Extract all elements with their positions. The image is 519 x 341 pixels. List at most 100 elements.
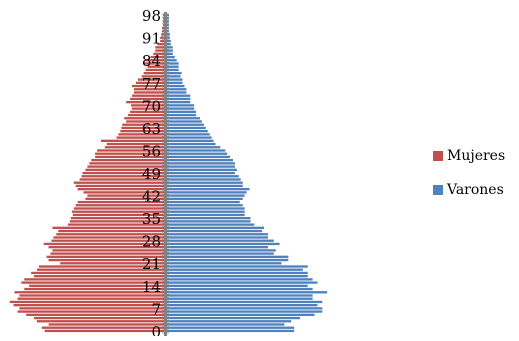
bar-varones-age-36 [167, 213, 245, 217]
bar-varones-age-12 [167, 291, 328, 294]
bar-varones-age-20 [167, 265, 308, 268]
bar-mujeres-age-62 [120, 130, 165, 133]
bar-mujeres-age-72 [130, 97, 165, 101]
bar-varones-age-24 [167, 252, 274, 255]
bar-varones-age-18 [167, 271, 308, 275]
bar-mujeres-age-79 [141, 75, 165, 78]
bar-varones-age-54 [167, 155, 231, 159]
bar-mujeres-age-26 [48, 246, 165, 249]
bar-varones-age-87 [167, 49, 173, 52]
bar-mujeres-age-3 [36, 320, 165, 323]
bar-mujeres-age-81 [145, 68, 165, 72]
bar-varones-age-96 [167, 20, 169, 23]
bar-mujeres-age-45 [75, 184, 165, 188]
bar-mujeres-age-90 [160, 39, 165, 43]
bar-mujeres-age-61 [118, 133, 165, 136]
bar-varones-age-77 [167, 81, 183, 84]
bar-mujeres-age-85 [150, 55, 165, 59]
bar-mujeres-age-58 [106, 142, 165, 146]
bar-varones-age-57 [167, 146, 221, 149]
bar-varones-age-43 [167, 191, 247, 194]
bar-varones-age-7 [167, 307, 323, 310]
bar-mujeres-age-34 [69, 220, 165, 223]
bar-varones-age-97 [167, 17, 169, 20]
bar-varones-age-55 [167, 152, 228, 155]
bar-varones-age-9 [167, 300, 323, 304]
bar-mujeres-age-31 [58, 229, 165, 233]
bar-mujeres-age-53 [91, 159, 165, 162]
bar-mujeres-age-92 [161, 33, 165, 36]
bar-varones-age-3 [167, 320, 292, 323]
bar-mujeres-age-56 [97, 149, 165, 152]
bar-mujeres-age-10 [17, 297, 165, 300]
bar-mujeres-age-57 [104, 146, 165, 149]
bar-varones-age-60 [167, 136, 212, 139]
bar-mujeres-age-24 [50, 252, 165, 255]
bar-varones-age-1 [167, 326, 295, 329]
bar-mujeres-age-14 [29, 284, 166, 287]
bar-mujeres-age-51 [87, 165, 165, 168]
y-tick-label: 63 [142, 120, 161, 138]
y-tick-label: 84 [142, 52, 161, 70]
bar-varones-age-72 [167, 97, 191, 101]
bar-mujeres-age-13 [24, 287, 166, 291]
bar-mujeres-age-38 [73, 207, 165, 210]
bar-mujeres-age-87 [155, 49, 165, 52]
bar-varones-age-65 [167, 120, 202, 123]
bar-varones-age-62 [167, 130, 208, 133]
bar-varones-age-79 [167, 75, 181, 78]
y-tick-label: 70 [142, 97, 161, 115]
legend-item-varones: Varones [433, 182, 505, 198]
bar-varones-age-48 [167, 175, 239, 178]
bar-varones-age-16 [167, 278, 313, 281]
bar-varones-age-84 [167, 59, 177, 62]
bar-varones-age-74 [167, 91, 187, 94]
bar-varones-age-6 [167, 310, 323, 313]
bar-mujeres-age-84 [145, 59, 165, 62]
bar-mujeres-age-11 [19, 294, 165, 297]
bar-varones-age-2 [167, 323, 285, 326]
bar-mujeres-age-39 [75, 204, 165, 207]
bar-varones-age-11 [167, 294, 313, 297]
bar-varones-age-15 [167, 281, 318, 284]
bar-varones-age-35 [167, 217, 251, 220]
bar-varones-age-41 [167, 197, 243, 200]
bar-varones-age-10 [167, 297, 313, 300]
bar-varones-age-28 [167, 239, 274, 242]
bar-mujeres-age-71 [126, 101, 165, 104]
bar-mujeres-age-82 [147, 65, 165, 68]
bar-mujeres-age-93 [162, 30, 165, 33]
bar-mujeres-age-66 [124, 117, 165, 120]
y-tick-label: 91 [142, 30, 161, 48]
bar-mujeres-age-44 [77, 188, 165, 191]
bar-varones-age-17 [167, 275, 308, 278]
bar-varones-age-19 [167, 268, 303, 271]
bar-varones-age-85 [167, 55, 175, 59]
bar-mujeres-age-8 [13, 304, 166, 307]
bar-mujeres-age-94 [162, 26, 165, 30]
bar-varones-age-63 [167, 126, 206, 130]
bar-varones-age-82 [167, 65, 179, 68]
bar-mujeres-age-65 [126, 120, 165, 123]
bar-mujeres-age-80 [143, 72, 165, 75]
bar-mujeres-age-1 [41, 326, 165, 329]
bar-varones-age-4 [167, 316, 300, 320]
bar-mujeres-age-59 [100, 139, 165, 142]
bar-varones-age-59 [167, 139, 214, 142]
bar-varones-age-53 [167, 159, 233, 162]
y-tick-label: 42 [142, 188, 161, 206]
bar-mujeres-age-21 [60, 262, 165, 265]
bar-mujeres-age-86 [153, 52, 165, 55]
legend-item-mujeres: Mujeres [433, 148, 505, 164]
legend-label-mujeres: Mujeres [447, 148, 506, 164]
bar-mujeres-age-89 [157, 43, 165, 46]
bar-mujeres-age-6 [17, 310, 165, 313]
bar-mujeres-age-91 [160, 36, 165, 39]
bar-varones-age-31 [167, 229, 263, 233]
bar-varones-age-25 [167, 249, 276, 252]
bar-varones-age-66 [167, 117, 200, 120]
bar-varones-age-13 [167, 287, 313, 291]
bar-mujeres-age-16 [24, 278, 166, 281]
bar-varones-age-52 [167, 162, 235, 165]
